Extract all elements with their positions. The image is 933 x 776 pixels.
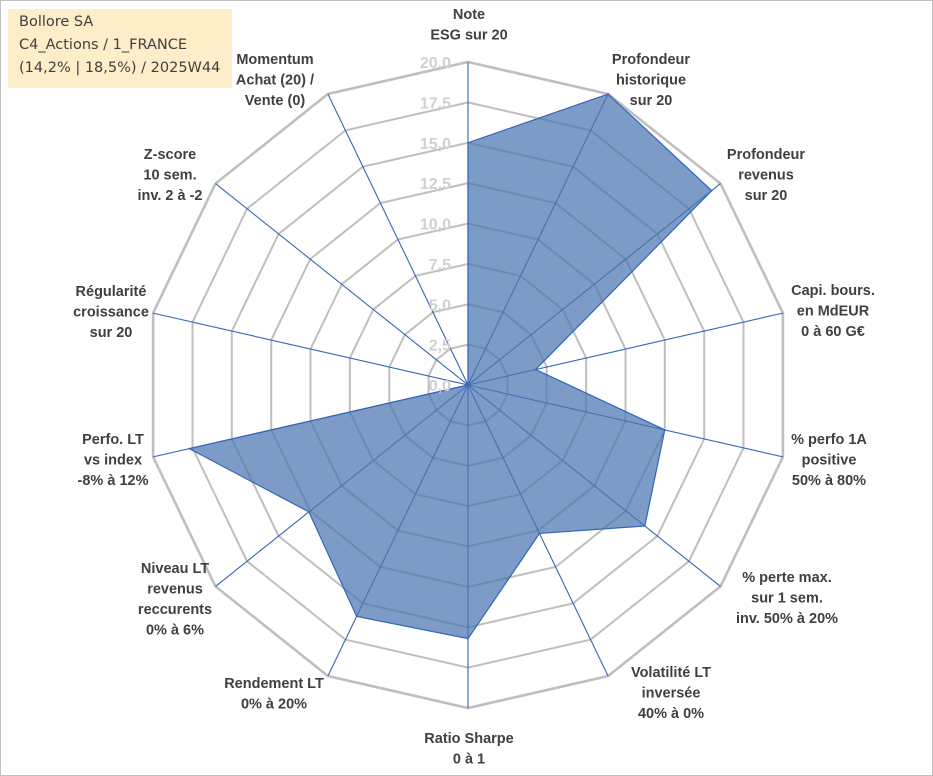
axis-label: Volatilité LT inversée 40% à 0% xyxy=(631,665,711,722)
data-point xyxy=(607,93,609,95)
data-point xyxy=(664,429,666,431)
data-point xyxy=(308,511,310,513)
tick-label: 5,0 xyxy=(429,297,451,314)
axis-label: Ratio Sharpe 0 à 1 xyxy=(424,731,513,768)
axis-spoke xyxy=(215,183,469,386)
tick-label: 12,5 xyxy=(420,176,451,193)
axis-label: Profondeur historique sur 20 xyxy=(612,52,690,109)
tick-label-layer: 0,0 2,5 5,0 7,5 10,0 12,5 15,0 17,5 20,0 xyxy=(420,55,451,395)
data-point xyxy=(188,447,191,450)
series-layer xyxy=(187,93,713,640)
data-point xyxy=(644,525,646,527)
info-box: Bollore SA C4_Actions / 1_FRANCE (14,2% … xyxy=(8,9,232,88)
data-point xyxy=(467,384,469,386)
axis-label: Momentum Achat (20) / Vente (0) xyxy=(236,52,314,109)
stats-line: (14,2% | 18,5%) / 2025W44 xyxy=(19,60,221,76)
axis-label: Niveau LT revenus reccurents 0% à 6% xyxy=(138,561,212,639)
axis-label: Profondeur revenus sur 20 xyxy=(727,147,805,204)
data-point xyxy=(467,637,469,640)
axis-label: % perfo 1A positive 50% à 80% xyxy=(791,432,867,489)
data-point xyxy=(710,189,713,192)
axis-label: Capi. bours. en MdEUR 0 à 60 G€ xyxy=(791,283,875,340)
axis-spoke xyxy=(327,93,469,386)
axis-label: Perfo. LT vs index -8% à 12% xyxy=(78,432,149,489)
tick-label: 17,5 xyxy=(420,95,451,112)
data-point xyxy=(534,368,537,371)
tick-label: 0,0 xyxy=(429,378,451,395)
portfolio-name: C4_Actions / 1_FRANCE xyxy=(19,37,188,53)
axis-label: Note ESG sur 20 xyxy=(430,7,507,44)
tick-label: 2,5 xyxy=(429,338,451,355)
data-point xyxy=(538,532,541,535)
axis-label: % perte max. sur 1 sem. inv. 50% à 20% xyxy=(736,570,838,627)
axis-spoke xyxy=(152,312,469,386)
axis-label: Régularité croissance sur 20 xyxy=(73,284,149,341)
axis-label: Z-score 10 sem. inv. 2 à -2 xyxy=(137,147,202,204)
tick-label: 7,5 xyxy=(429,257,451,274)
tick-label: 20,0 xyxy=(420,55,451,72)
company-name: Bollore SA xyxy=(19,14,94,30)
tick-label: 10,0 xyxy=(420,217,451,234)
tick-label: 15,0 xyxy=(420,136,451,153)
data-point xyxy=(467,142,469,144)
axis-label: Rendement LT 0% à 20% xyxy=(224,676,324,713)
axis-label-layer: Note ESG sur 20 Profondeur historique sur 20… xyxy=(73,7,875,768)
data-point xyxy=(355,615,358,618)
